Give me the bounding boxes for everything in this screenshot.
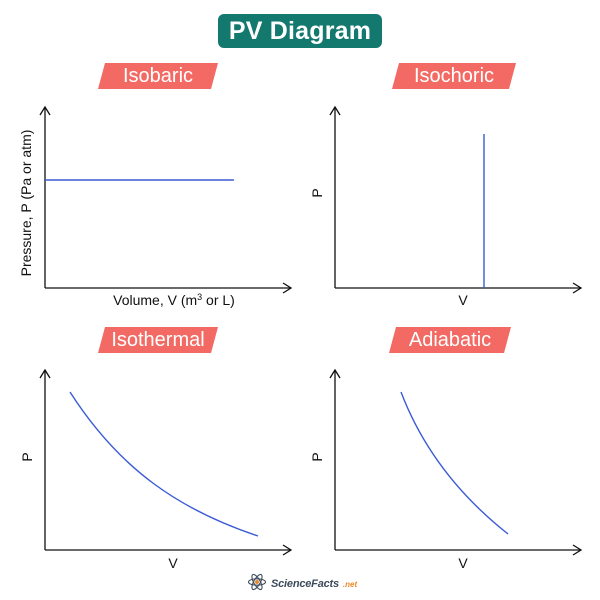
label-isobaric: Isobaric bbox=[98, 63, 218, 89]
y-axis-label: P bbox=[19, 452, 35, 461]
footer-logo: ScienceFacts .net bbox=[247, 572, 358, 597]
panel-adiabatic: P V bbox=[309, 368, 583, 571]
label-isochoric: Isochoric bbox=[392, 63, 516, 89]
y-axis-label: P bbox=[309, 188, 325, 197]
y-axis-label: Pressure, P (Pa or atm) bbox=[18, 130, 34, 277]
x-axis-label: Volume, V (m3 or L) bbox=[113, 292, 235, 308]
page-title: PV Diagram bbox=[218, 14, 382, 48]
panel-isochoric: P V bbox=[309, 105, 583, 308]
brand-suffix: .net bbox=[342, 579, 358, 589]
label-isothermal: Isothermal bbox=[98, 327, 218, 353]
y-axis-label: P bbox=[309, 452, 325, 461]
x-axis-label: V bbox=[458, 292, 468, 308]
isothermal-curve bbox=[69, 391, 259, 537]
x-axis-label: V bbox=[168, 555, 178, 571]
label-adiabatic: Adiabatic bbox=[389, 327, 511, 353]
x-axis-label: V bbox=[458, 555, 468, 571]
brand-name: ScienceFacts bbox=[271, 578, 339, 590]
panel-isobaric: Pressure, P (Pa or atm) Volume, V (m3 or… bbox=[18, 105, 293, 308]
panel-isothermal: P V bbox=[19, 368, 293, 571]
adiabatic-curve bbox=[400, 391, 509, 535]
atom-icon bbox=[247, 572, 267, 597]
